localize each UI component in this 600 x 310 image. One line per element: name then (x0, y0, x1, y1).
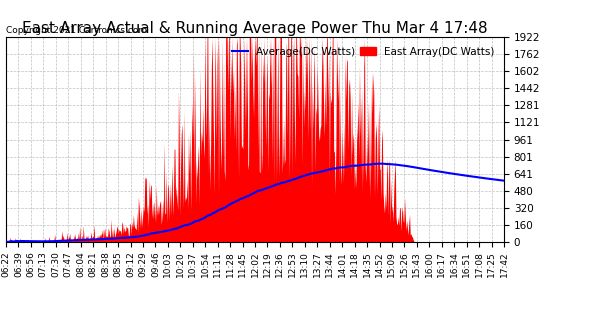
Legend: Average(DC Watts), East Array(DC Watts): Average(DC Watts), East Array(DC Watts) (228, 42, 499, 61)
Text: Copyright 2021 Cartronics.com: Copyright 2021 Cartronics.com (6, 26, 147, 35)
Title: East Array Actual & Running Average Power Thu Mar 4 17:48: East Array Actual & Running Average Powe… (22, 21, 488, 36)
